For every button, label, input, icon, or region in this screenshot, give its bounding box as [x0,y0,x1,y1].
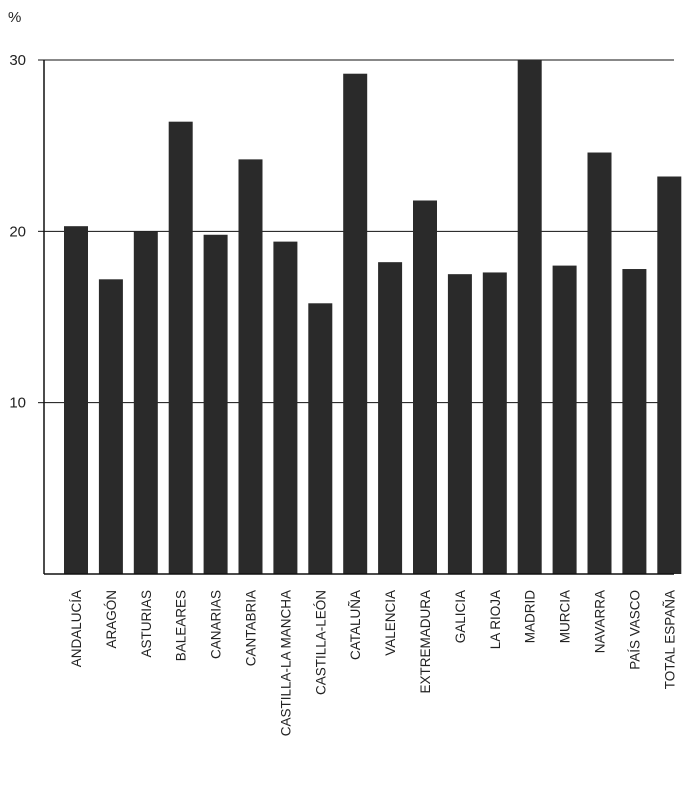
bar [64,226,88,574]
y-tick-labels: 10 20 30 [9,52,26,412]
bar [447,274,472,574]
x-category-label: TOTAL ESPAÑA [662,590,677,689]
x-category-label: CASTILLA-LA MANCHA [278,590,293,736]
x-category-label: CANARIAS [209,590,224,659]
x-category-labels: ANDALUCÍA ARAGÓN ASTURIAS BALEARES CANARIAS C… [69,590,677,737]
x-category-label: ARAGÓN [104,590,119,649]
y-tick-label: 30 [9,52,26,69]
x-category-label: ANDALUCÍA [69,590,84,667]
x-category-label: CATALUÑA [348,590,363,660]
x-category-label: GALICIA [453,590,468,643]
x-category-label: MADRID [523,590,538,643]
bar [657,176,682,575]
x-category-label: ASTURIAS [139,590,154,658]
bar-series [64,60,682,575]
y-unit-label: % [8,9,21,26]
bar [482,272,507,574]
axes [43,60,674,575]
bar [308,303,333,574]
x-category-label: PAÍS VASCO [627,590,642,670]
bar [168,121,193,575]
y-tick-label: 10 [9,395,26,412]
bar [552,265,577,574]
x-category-label: EXTREMADURA [418,590,433,694]
y-tick-label: 20 [9,223,26,240]
x-category-label: CANTABRIA [244,590,259,666]
bar [133,231,158,575]
x-category-label: NAVARRA [593,590,608,653]
bar [238,159,263,574]
bar [517,60,542,574]
x-category-label: VALENCIA [383,590,398,656]
bar [413,200,437,574]
x-category-label: MURCIA [558,590,573,643]
bar [98,279,123,574]
bar [203,234,228,574]
bar [587,152,612,574]
bar [378,262,403,574]
bar [273,241,298,574]
x-category-label: CASTILLA-LEÓN [313,590,328,695]
x-category-label: BALEARES [174,590,189,661]
bar [343,73,368,574]
x-category-label: LA RIOJA [488,590,503,649]
bar [622,269,647,574]
